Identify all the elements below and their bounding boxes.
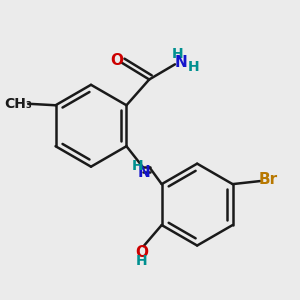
Text: H: H xyxy=(136,254,148,268)
Text: N: N xyxy=(175,55,188,70)
Text: H: H xyxy=(172,47,183,61)
Text: N: N xyxy=(138,165,150,180)
Text: O: O xyxy=(110,53,123,68)
Text: H: H xyxy=(132,159,144,173)
Text: H: H xyxy=(188,60,199,74)
Text: O: O xyxy=(136,245,148,260)
Text: Br: Br xyxy=(259,172,278,187)
Text: CH₃: CH₃ xyxy=(4,97,32,111)
